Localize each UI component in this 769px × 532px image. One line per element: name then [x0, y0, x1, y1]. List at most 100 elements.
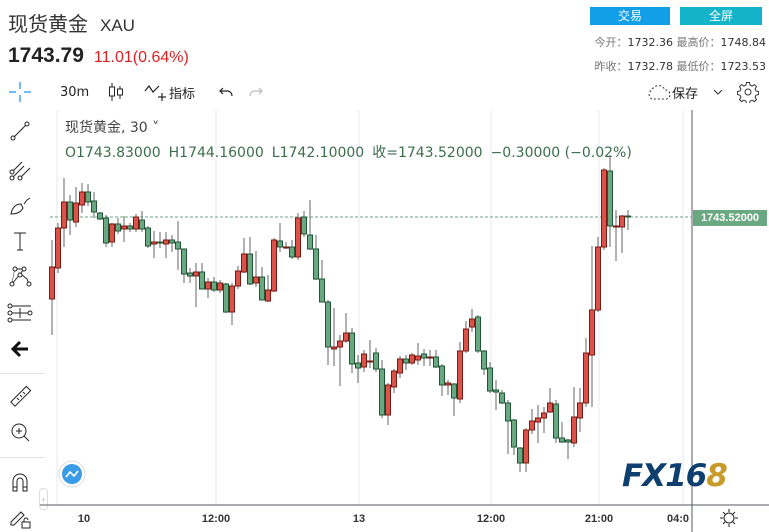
candle: [229, 283, 235, 325]
candle: [367, 340, 373, 368]
undo-button[interactable]: [218, 80, 236, 104]
candle: [163, 232, 169, 258]
legend-low: L1742.10000: [271, 145, 365, 161]
candle: [199, 263, 205, 290]
interval-button[interactable]: 30m: [60, 84, 90, 100]
candle: [325, 300, 331, 365]
indicators-button[interactable]: 指标: [143, 80, 195, 104]
candle: [463, 321, 469, 353]
candle-body: [517, 447, 523, 464]
candle-body: [337, 340, 343, 348]
candle: [91, 192, 97, 218]
candle-body: [493, 389, 499, 393]
legend-title[interactable]: 现货黄金, 30 ˅: [65, 120, 159, 137]
candle-body: [85, 191, 91, 203]
lock-drawings-tool[interactable]: [6, 505, 34, 531]
candle: [319, 260, 325, 303]
candle: [169, 235, 175, 252]
chart-logo-icon[interactable]: [58, 460, 86, 488]
text-icon: [14, 232, 26, 251]
redo-button[interactable]: [246, 80, 264, 104]
settings-button[interactable]: [737, 80, 759, 104]
candle: [421, 349, 427, 366]
candle: [355, 355, 361, 383]
candle-body: [313, 248, 319, 280]
candle: [523, 428, 529, 472]
candle-body: [331, 346, 337, 350]
candle-body: [157, 241, 163, 244]
time-tick: 10: [77, 513, 91, 525]
candle-body: [259, 276, 265, 301]
redo-icon: [249, 87, 263, 97]
indicators-icon: [144, 84, 166, 101]
legend-open: O1743.83000: [65, 145, 161, 161]
candle-body: [169, 239, 175, 244]
magnet-tool[interactable]: [6, 469, 34, 495]
candle-body: [127, 225, 133, 230]
measure-tool[interactable]: [6, 384, 34, 410]
candle-body: [475, 316, 481, 352]
candle-body: [97, 212, 103, 220]
candle: [109, 223, 115, 247]
candle-body: [547, 402, 553, 413]
fullscreen-button[interactable]: 全屏: [680, 7, 762, 25]
candle-body: [271, 239, 277, 292]
trade-button[interactable]: 交易: [590, 7, 670, 25]
candle: [253, 251, 259, 287]
candle: [205, 278, 211, 298]
candle: [601, 168, 607, 250]
candle-body: [559, 437, 565, 443]
candle: [211, 277, 217, 292]
candle: [337, 335, 343, 386]
candle: [445, 380, 451, 395]
hide-toolbar-button[interactable]: [6, 336, 34, 362]
candle: [607, 155, 613, 247]
open-value: 1732.36: [627, 36, 674, 49]
candle: [271, 238, 277, 292]
text-tool[interactable]: [6, 228, 34, 254]
time-settings-icon[interactable]: [720, 509, 738, 527]
candle: [55, 223, 61, 273]
pitchfork-tool[interactable]: [6, 157, 34, 183]
candles-icon: [109, 83, 123, 101]
candle: [85, 184, 91, 206]
save-menu-button[interactable]: [712, 80, 724, 104]
fib-tool[interactable]: [6, 300, 34, 326]
zoom-tool[interactable]: [6, 419, 34, 445]
candle-body: [79, 191, 85, 206]
last-price: 1743.79: [8, 44, 84, 67]
candle: [361, 350, 367, 372]
chart-type-button[interactable]: [108, 80, 124, 104]
candle-body: [361, 353, 367, 368]
candle-body: [283, 246, 289, 249]
candle-body: [73, 202, 79, 223]
high-label: 最高价：: [676, 36, 721, 49]
collapse-toolbar-handle[interactable]: ‹: [39, 488, 48, 510]
pattern-tool[interactable]: [6, 263, 34, 289]
toolbar-divider: [0, 457, 45, 458]
candle-body: [277, 240, 283, 248]
trend-line-tool[interactable]: [6, 118, 34, 144]
candle-body: [217, 282, 223, 291]
candle-body: [247, 253, 253, 285]
candle-body: [211, 281, 217, 291]
candle-body: [463, 328, 469, 352]
candle-body: [55, 227, 61, 269]
candle: [133, 214, 139, 232]
candle-body: [577, 402, 583, 419]
candle: [559, 422, 565, 443]
candle-body: [121, 225, 127, 230]
chevron-down-icon: [713, 89, 723, 95]
save-button[interactable]: 保存: [646, 80, 698, 104]
fx168-watermark: FX168: [622, 458, 728, 494]
candle: [73, 187, 79, 227]
candle: [493, 380, 499, 410]
crosshair-icon: [9, 82, 31, 102]
candle-body: [583, 352, 589, 404]
candle: [571, 387, 577, 447]
brush-tool[interactable]: [6, 193, 34, 219]
save-label: 保存: [672, 86, 699, 102]
crosshair-tool[interactable]: [6, 80, 34, 104]
candle-body: [253, 276, 259, 284]
